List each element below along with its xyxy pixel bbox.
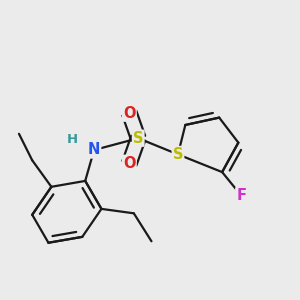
Text: O: O [123, 106, 136, 121]
Text: O: O [123, 156, 136, 171]
Text: N: N [88, 142, 100, 158]
Text: S: S [173, 147, 183, 162]
Text: F: F [236, 188, 246, 203]
Text: S: S [133, 131, 143, 146]
Text: H: H [66, 133, 77, 146]
